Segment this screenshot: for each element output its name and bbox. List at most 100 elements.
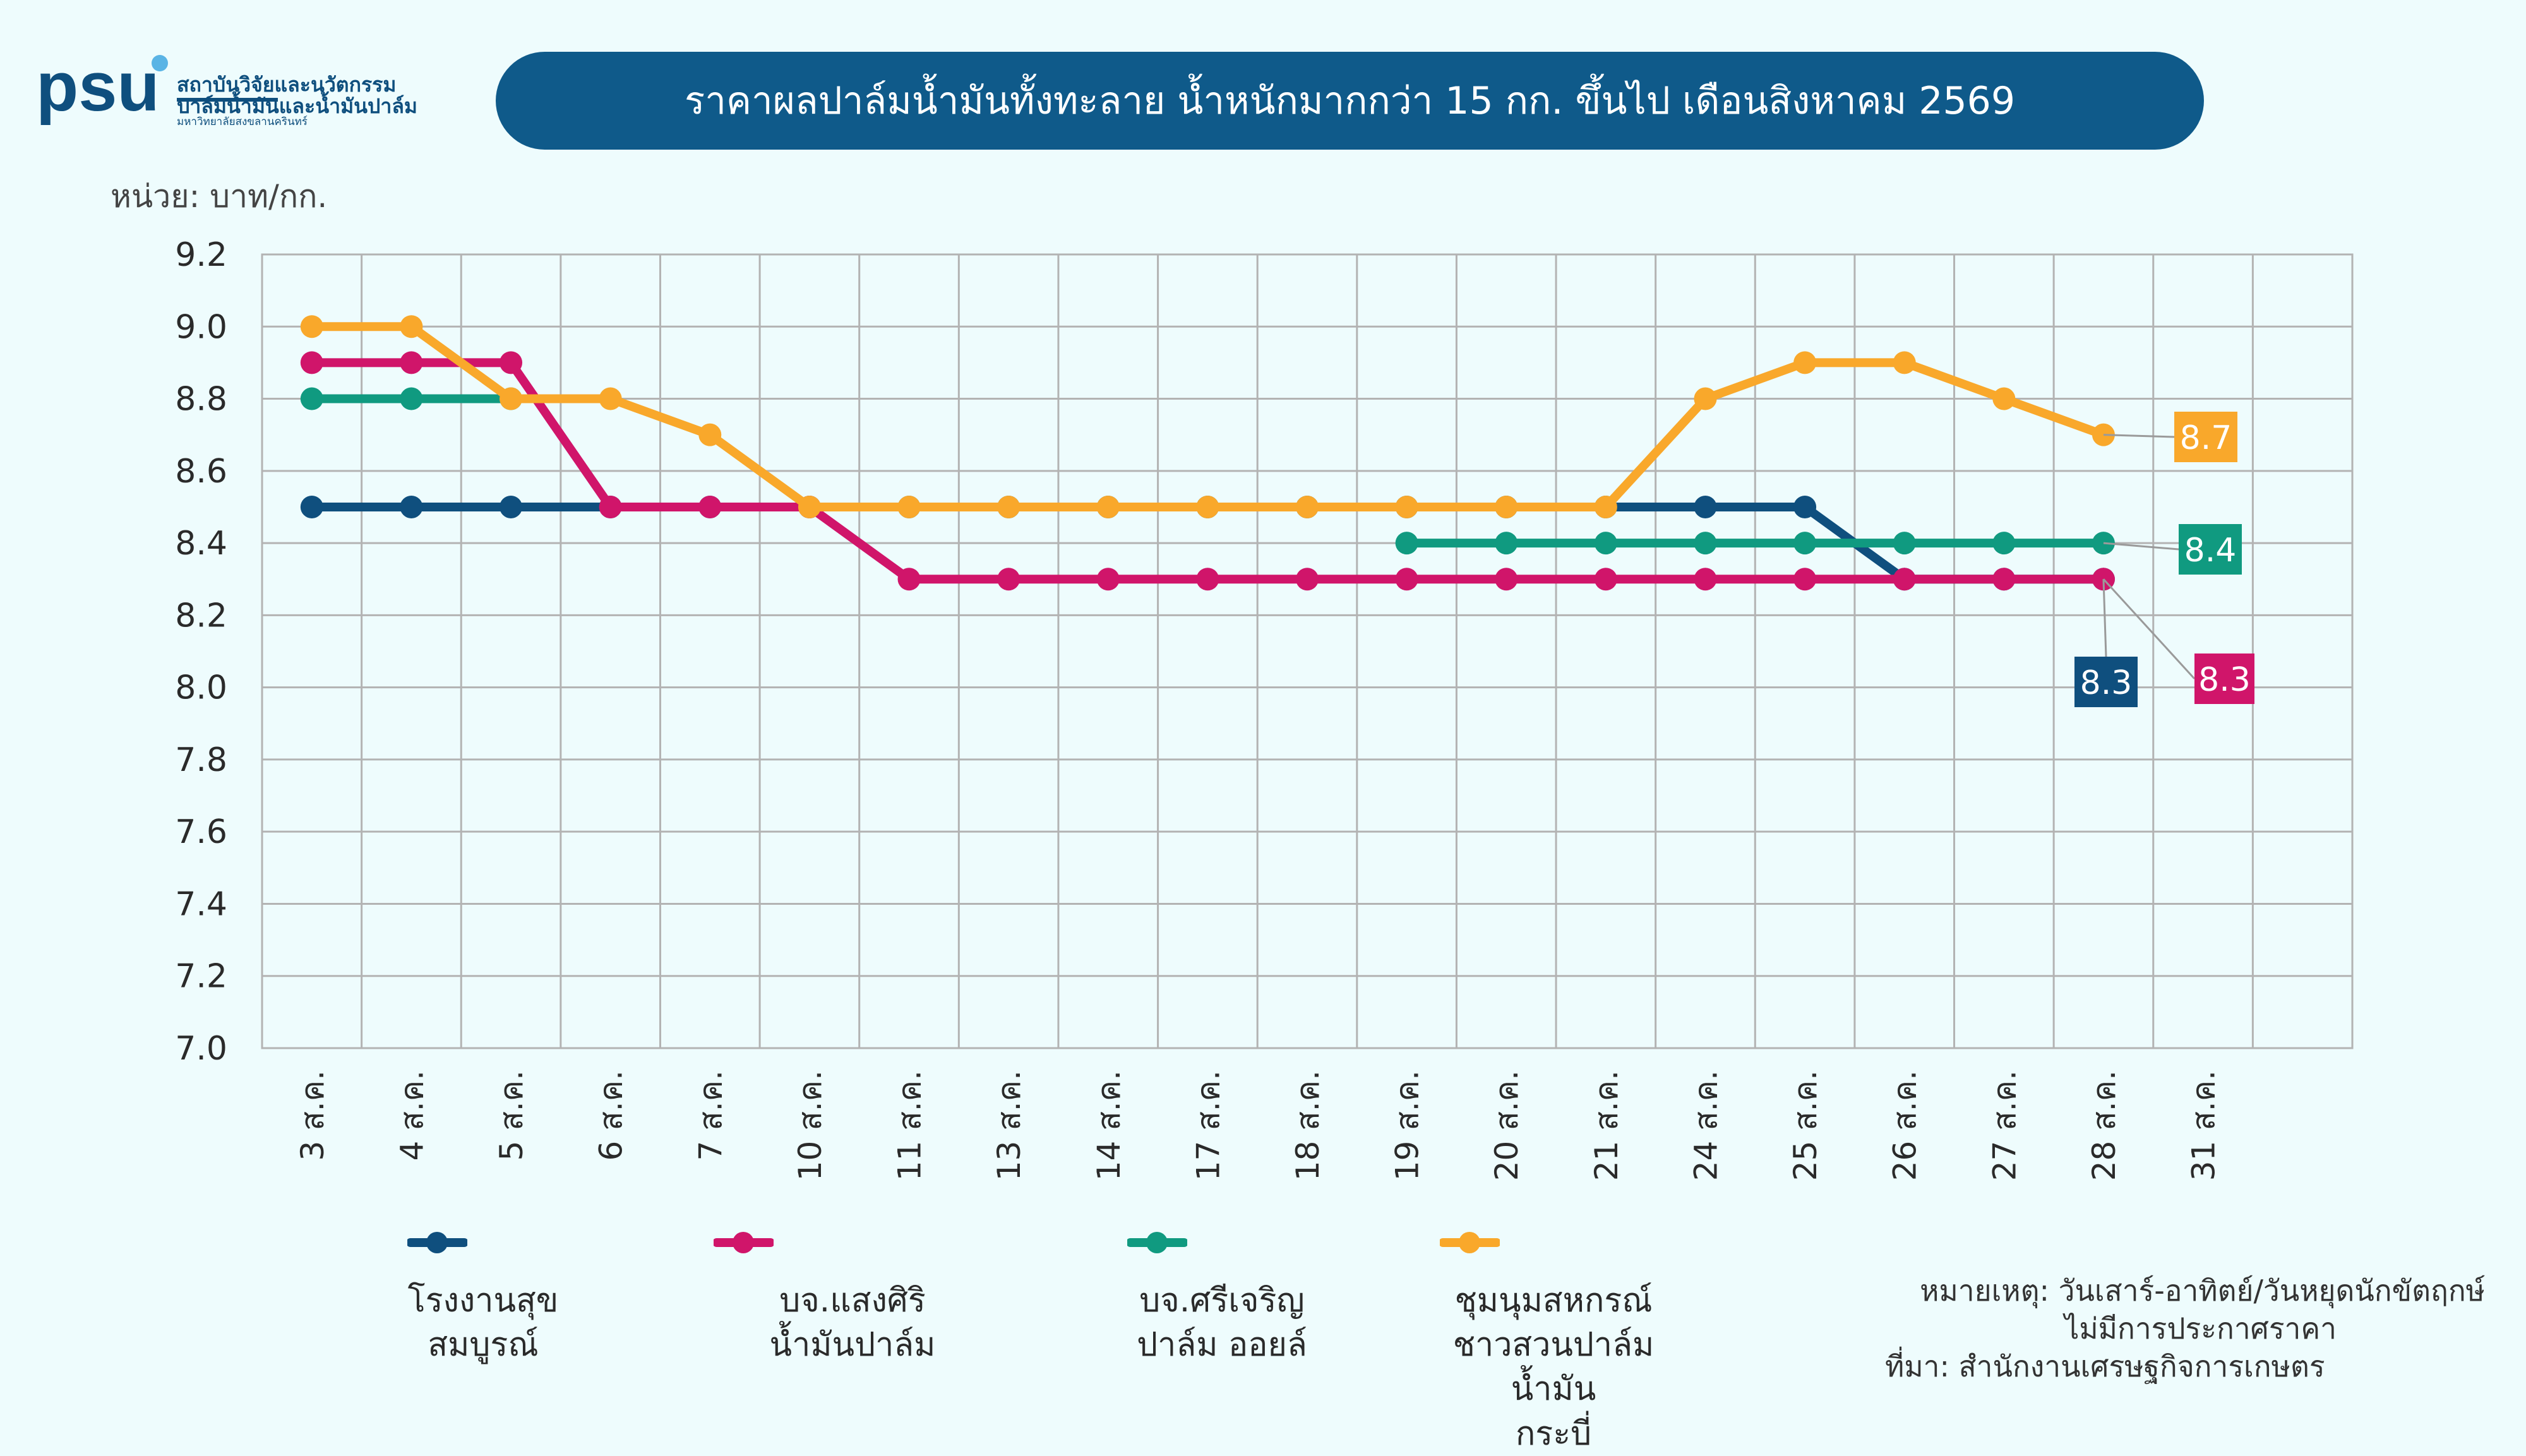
data-point	[400, 315, 423, 338]
data-point	[500, 495, 523, 518]
y-tick-label: 8.8	[175, 381, 227, 419]
data-point	[1495, 495, 1518, 518]
end-label: 8.7	[2180, 419, 2232, 457]
x-tick-label: 24 ส.ค.	[1687, 1070, 1724, 1181]
data-point	[1893, 532, 1916, 555]
data-point	[1694, 532, 1717, 555]
legend-label-line: สมบูรณ์	[428, 1326, 539, 1364]
x-tick-label: 5 ส.ค.	[493, 1070, 530, 1161]
notes: หมายเหตุ: วันเสาร์-อาทิตย์/วันหยุดนักขัต…	[1885, 1272, 2485, 1385]
x-tick-label: 14 ส.ค.	[1091, 1070, 1127, 1181]
y-tick-label: 7.0	[175, 1030, 227, 1068]
y-tick-label: 9.0	[175, 308, 227, 346]
end-label-box	[2174, 412, 2237, 462]
note-line2: ไม่มีการประกาศราคา	[2064, 1311, 2337, 1346]
x-tick-label: 31 ส.ค.	[2186, 1070, 2222, 1181]
data-point	[300, 351, 323, 374]
plot-area	[261, 253, 2354, 1049]
end-label: 8.3	[2198, 661, 2251, 699]
psu-logo-mark: psu	[36, 48, 168, 126]
legend-swatch	[1439, 1230, 1501, 1255]
x-tick-label: 20 ส.ค.	[1488, 1070, 1525, 1181]
data-point	[599, 387, 622, 410]
legend-label: ชุมนุมสหกรณ์ชาวสวนปาล์มน้ำมันกระบี่	[1415, 1279, 1692, 1456]
x-tick-label: 13 ส.ค.	[991, 1070, 1027, 1181]
data-point	[997, 495, 1021, 518]
legend-label-line: ปาล์ม ออยล์	[1137, 1326, 1307, 1364]
data-point	[1196, 495, 1219, 518]
data-point	[1992, 532, 2016, 555]
legend-label-line: บจ.ศรีเจริญ	[1139, 1282, 1305, 1320]
line-chart: 9.2 9.0 8.8 8.6 8.4 8.2 8.0 7.8 7.6 7.4 7.2 7.0 3 ส.…	[175, 236, 2354, 1181]
data-point	[1992, 387, 2016, 410]
legend-label: บจ.ศรีเจริญปาล์ม ออยล์	[1083, 1279, 1361, 1367]
x-tick-label: 11 ส.ค.	[892, 1070, 928, 1181]
x-tick-label: 25 ส.ค.	[1787, 1070, 1824, 1181]
x-tick-label: 18 ส.ค.	[1290, 1070, 1326, 1181]
data-point	[300, 387, 323, 410]
data-point	[1395, 532, 1418, 555]
data-point	[300, 315, 323, 338]
end-label-box	[2194, 653, 2254, 704]
data-point	[1793, 351, 1817, 374]
y-tick-label: 9.2	[175, 236, 227, 274]
legend-label-line: บจ.แสงศิริ	[779, 1282, 926, 1320]
data-point	[1495, 568, 1518, 591]
data-point	[1196, 568, 1219, 591]
data-point	[1395, 495, 1418, 518]
x-tick-label: 6 ส.ค.	[593, 1070, 630, 1161]
end-label-box	[2074, 657, 2138, 707]
data-point	[1793, 532, 1817, 555]
data-point	[1694, 568, 1717, 591]
data-point	[400, 351, 423, 374]
data-point	[500, 351, 523, 374]
x-tick-label: 3 ส.ค.	[294, 1070, 331, 1161]
end-label: 8.3	[2080, 664, 2133, 702]
data-point	[698, 495, 722, 518]
note-line1: หมายเหตุ: วันเสาร์-อาทิตย์/วันหยุดนักขัต…	[1920, 1274, 2485, 1308]
data-point	[599, 495, 622, 518]
y-tick-label: 8.2	[175, 597, 227, 635]
y-tick-label: 7.6	[175, 813, 227, 851]
legend-swatch	[1126, 1230, 1188, 1255]
data-point	[1893, 351, 1916, 374]
data-point	[897, 568, 921, 591]
data-point	[1594, 532, 1617, 555]
data-point	[997, 568, 1021, 591]
data-point	[1296, 568, 1319, 591]
leader-line	[2103, 542, 2179, 551]
logo-wordmark: psu	[36, 48, 160, 126]
legend-label-line: ชาวสวนปาล์มน้ำมัน	[1452, 1326, 1655, 1409]
data-point	[1793, 568, 1817, 591]
x-tick-label: 7 ส.ค.	[692, 1070, 729, 1161]
legend-label-line: ชุมนุมสหกรณ์	[1454, 1282, 1653, 1320]
data-point	[897, 495, 921, 518]
legend-label-line: กระบี่	[1515, 1414, 1592, 1453]
legend-label: โรงงานสุขสมบูรณ์	[344, 1279, 622, 1367]
legend-label-line: โรงงานสุข	[407, 1282, 559, 1320]
logo-line3: มหาวิทยาลัยสงขลานครินทร์	[177, 116, 308, 129]
data-point	[1694, 387, 1717, 410]
logo-text: สถาบันวิจัยและนวัตกรรม ปาล์มน้ำมันและน้ำ…	[177, 57, 417, 128]
x-tick-label: 28 ส.ค.	[2086, 1070, 2122, 1181]
data-point	[400, 387, 423, 410]
end-label-box	[2179, 524, 2242, 575]
data-point	[400, 495, 423, 518]
leader-line	[2102, 579, 2107, 657]
data-point	[1594, 495, 1617, 518]
data-point	[1793, 495, 1817, 518]
y-tick-label: 7.8	[175, 741, 227, 779]
leader-line	[2102, 578, 2196, 680]
y-tick-label: 7.4	[175, 885, 227, 923]
legend-label-line: น้ำมันปาล์ม	[769, 1326, 936, 1364]
x-tick-label: 27 ส.ค.	[1986, 1070, 2023, 1181]
logo-underline	[177, 98, 278, 102]
leader-line	[2103, 434, 2175, 438]
x-tick-label: 21 ส.ค.	[1588, 1070, 1625, 1181]
y-tick-label: 7.2	[175, 958, 227, 996]
data-point	[1096, 568, 1120, 591]
x-tick-label: 17 ส.ค.	[1190, 1070, 1226, 1181]
x-tick-label: 26 ส.ค.	[1887, 1070, 1924, 1181]
logo-line1: สถาบันวิจัยและนวัตกรรม	[177, 73, 397, 97]
data-point	[1395, 568, 1418, 591]
